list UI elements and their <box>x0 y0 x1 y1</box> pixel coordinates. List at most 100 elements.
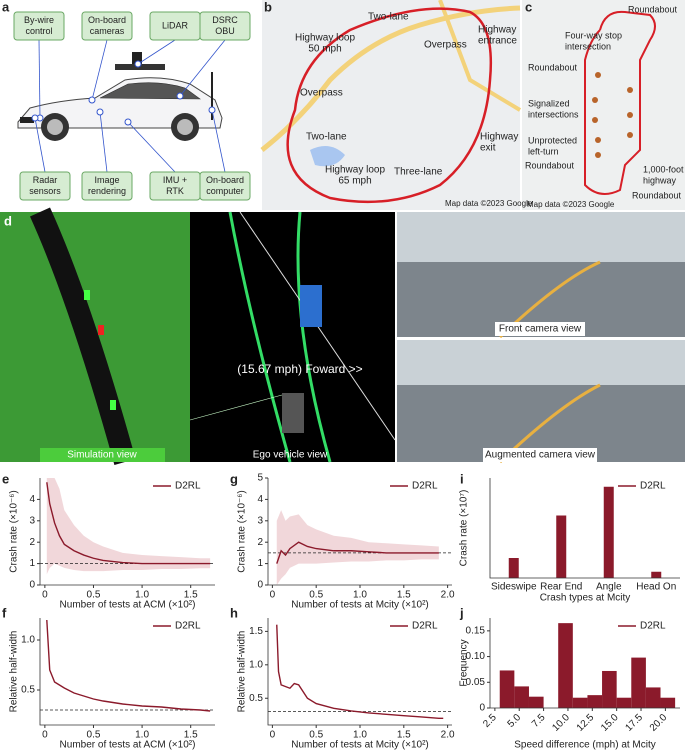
x-tick-label: 1.0 <box>353 730 367 741</box>
sensor-point <box>176 92 184 100</box>
x-tick-label: 0 <box>42 590 48 601</box>
axis <box>39 618 215 726</box>
map-annotation: Two-lane <box>306 132 347 143</box>
sensor-point <box>124 118 132 126</box>
y-axis-label: Relative half-width <box>237 631 248 713</box>
map-annotation: 1,000-foot <box>643 164 684 174</box>
panel-label: h <box>230 605 238 620</box>
vehicle <box>17 52 223 141</box>
y-tick-label: 1.0 <box>249 659 263 670</box>
x-tick-label: 5.0 <box>506 712 524 730</box>
x-tick-label: 0 <box>42 730 48 741</box>
legend-label: D2RL <box>412 621 438 632</box>
histogram-bar <box>558 623 573 708</box>
panel-label: b <box>264 0 272 14</box>
data-line <box>46 482 211 565</box>
map-annotation: Three-lane <box>394 167 443 178</box>
x-axis-label: Number of tests at Mcity (×10²) <box>291 600 429 611</box>
connector <box>38 39 41 119</box>
axis <box>489 478 680 579</box>
map-annotation: entrance <box>478 36 517 47</box>
y-tick-label: 0 <box>479 703 485 714</box>
box-label: sensors <box>29 186 61 196</box>
confidence-band <box>276 510 439 585</box>
speed-overlay: (15.67 mph) Foward >> <box>237 362 362 376</box>
y-tick-label: 1 <box>29 558 35 569</box>
x-tick-label: 0.5 <box>87 730 101 741</box>
map-annotation: Four-way stop <box>565 30 622 40</box>
x-tick-label: 20.0 <box>648 712 670 734</box>
box-label: OBU <box>215 26 235 36</box>
x-tick-label: 1.0 <box>135 590 149 601</box>
box-label: RTK <box>166 186 184 196</box>
histogram-bar <box>602 670 617 708</box>
x-axis-label: Number of tests at Mcity (×10²) <box>291 740 429 751</box>
box-label: LiDAR <box>162 20 189 30</box>
connector <box>137 39 176 65</box>
connector <box>211 109 226 173</box>
y-axis-label: Crash rate (×10⁻⁶) <box>9 490 20 572</box>
y-tick-label: 5 <box>257 473 263 484</box>
x-tick-label: 0 <box>270 590 276 601</box>
panel-label: i <box>460 471 464 486</box>
map-annotation: Signalized <box>528 98 570 108</box>
bar <box>603 486 614 578</box>
axis <box>267 618 452 726</box>
map-b <box>260 0 522 210</box>
sensor-point <box>208 106 216 114</box>
x-tick-label: 1.5 <box>184 590 198 601</box>
y-tick-label: 0.10 <box>466 651 486 662</box>
x-tick-label: 2.5 <box>481 712 499 730</box>
data-line <box>276 624 444 720</box>
y-axis-label: Frequency <box>459 639 470 686</box>
x-tick-label: Sideswipe <box>491 582 537 593</box>
sensor-point <box>96 108 104 116</box>
box-label: computer <box>206 186 244 196</box>
x-tick-label: Head On <box>636 582 676 593</box>
view-label: Augmented camera view <box>485 450 596 461</box>
box-label: On-board <box>206 175 244 185</box>
x-tick-label: 1.0 <box>135 730 149 741</box>
legend-label: D2RL <box>640 621 666 632</box>
confidence-band <box>46 478 211 575</box>
map-annotation: 50 mph <box>308 44 341 55</box>
x-tick-label: 12.5 <box>575 712 597 734</box>
bar <box>651 571 662 578</box>
y-tick-label: 2 <box>29 537 35 548</box>
x-tick-label: 2.0 <box>441 730 455 741</box>
y-tick-label: 1.5 <box>249 626 263 637</box>
x-axis-label: Speed difference (mph) at Mcity <box>514 740 656 751</box>
x-tick-label: 10.0 <box>550 712 572 734</box>
legend-label: D2RL <box>175 481 201 492</box>
y-tick-label: 0.15 <box>466 625 486 636</box>
map-annotation: Highway <box>478 25 516 36</box>
label-box <box>81 171 133 201</box>
x-tick-label: 7.5 <box>530 712 548 730</box>
connector <box>127 121 176 173</box>
x-tick-label: 17.5 <box>623 712 645 734</box>
map-annotation: Overpass <box>300 88 343 99</box>
histogram-bar <box>514 686 529 708</box>
map-annotation: highway <box>643 175 677 185</box>
box-label: rendering <box>88 186 126 196</box>
data-line <box>46 619 211 712</box>
label-box <box>19 171 71 201</box>
map-c <box>522 0 685 210</box>
panel-label: c <box>525 0 532 14</box>
y-tick-label: 0.05 <box>466 677 486 688</box>
legend-label: D2RL <box>412 481 438 492</box>
map-annotation: Highway loop <box>295 33 355 44</box>
histogram-bar <box>499 670 515 708</box>
box-label: By-wire <box>24 15 54 25</box>
map-annotation: Roundabout <box>632 190 682 200</box>
y-tick-label: 2 <box>257 537 263 548</box>
x-tick-label: 0.5 <box>309 590 323 601</box>
panel-label: d <box>4 213 12 228</box>
label-box <box>13 11 65 41</box>
y-tick-label: 3 <box>29 515 35 526</box>
panel-label: f <box>2 605 7 620</box>
x-tick-label: 15.0 <box>599 712 621 734</box>
x-axis-label: Crash types at Mcity <box>540 593 631 604</box>
box-label: Radar <box>33 175 58 185</box>
